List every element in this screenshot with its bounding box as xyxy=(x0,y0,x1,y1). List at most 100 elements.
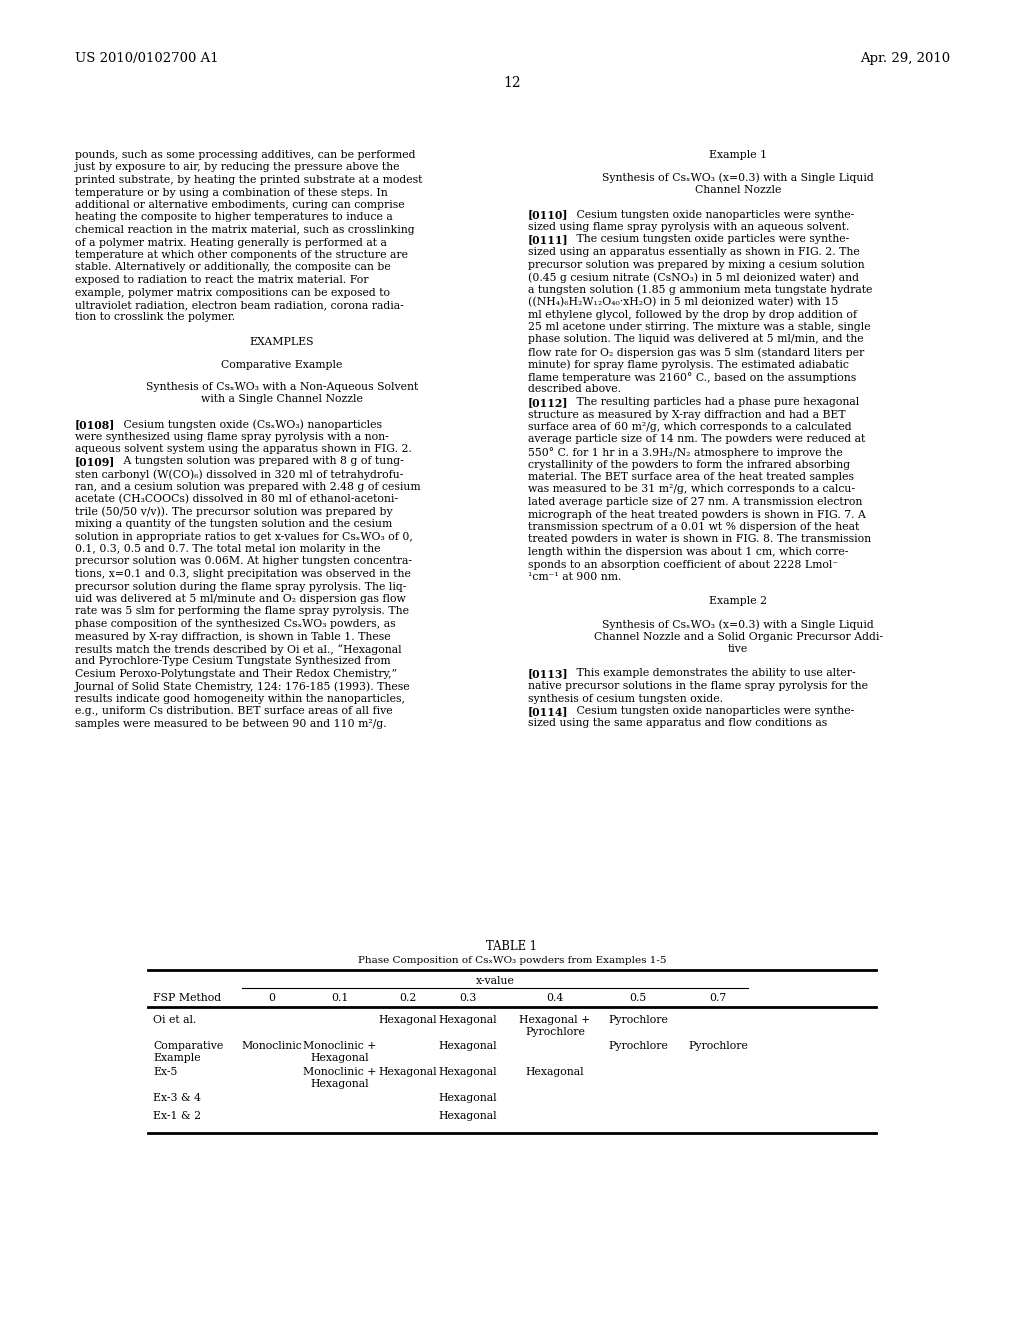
Text: average particle size of 14 nm. The powders were reduced at: average particle size of 14 nm. The powd… xyxy=(528,434,865,445)
Text: [0111]: [0111] xyxy=(528,235,568,246)
Text: flow rate for O₂ dispersion gas was 5 slm (standard liters per: flow rate for O₂ dispersion gas was 5 sl… xyxy=(528,347,864,358)
Text: [0114]: [0114] xyxy=(528,706,568,717)
Text: 0.7: 0.7 xyxy=(710,993,727,1003)
Text: treated powders in water is shown in FIG. 8. The transmission: treated powders in water is shown in FIG… xyxy=(528,535,871,544)
Text: Synthesis of CsₓWO₃ (x=0.3) with a Single Liquid: Synthesis of CsₓWO₃ (x=0.3) with a Singl… xyxy=(602,173,873,183)
Text: Journal of Solid State Chemistry, 124: 176-185 (1993). These: Journal of Solid State Chemistry, 124: 1… xyxy=(75,681,411,692)
Text: precursor solution was 0.06M. At higher tungsten concentra-: precursor solution was 0.06M. At higher … xyxy=(75,557,412,566)
Text: Ex-1 & 2: Ex-1 & 2 xyxy=(153,1111,201,1121)
Text: sized using an apparatus essentially as shown in FIG. 2. The: sized using an apparatus essentially as … xyxy=(528,247,860,257)
Text: 0.3: 0.3 xyxy=(460,993,477,1003)
Text: [0108]: [0108] xyxy=(75,418,116,430)
Text: Pyrochlore: Pyrochlore xyxy=(608,1015,668,1026)
Text: 0.2: 0.2 xyxy=(399,993,417,1003)
Text: Phase Composition of CsₓWO₃ powders from Examples 1-5: Phase Composition of CsₓWO₃ powders from… xyxy=(357,956,667,965)
Text: temperature or by using a combination of these steps. In: temperature or by using a combination of… xyxy=(75,187,388,198)
Text: measured by X-ray diffraction, is shown in Table 1. These: measured by X-ray diffraction, is shown … xyxy=(75,631,390,642)
Text: and Pyrochlore-Type Cesium Tungstate Synthesized from: and Pyrochlore-Type Cesium Tungstate Syn… xyxy=(75,656,390,667)
Text: Hexagonal: Hexagonal xyxy=(525,1067,585,1077)
Text: native precursor solutions in the flame spray pyrolysis for the: native precursor solutions in the flame … xyxy=(528,681,868,690)
Text: mixing a quantity of the tungsten solution and the cesium: mixing a quantity of the tungsten soluti… xyxy=(75,519,392,529)
Text: Pyrochlore: Pyrochlore xyxy=(688,1041,748,1051)
Text: 0.1, 0.3, 0.5 and 0.7. The total metal ion molarity in the: 0.1, 0.3, 0.5 and 0.7. The total metal i… xyxy=(75,544,381,554)
Text: This example demonstrates the ability to use alter-: This example demonstrates the ability to… xyxy=(566,668,856,678)
Text: sten carbonyl (W(CO)₆) dissolved in 320 ml of tetrahydrofu-: sten carbonyl (W(CO)₆) dissolved in 320 … xyxy=(75,469,403,479)
Text: rate was 5 slm for performing the flame spray pyrolysis. The: rate was 5 slm for performing the flame … xyxy=(75,606,409,616)
Text: Comparative: Comparative xyxy=(153,1041,223,1051)
Text: Channel Nozzle: Channel Nozzle xyxy=(695,185,781,195)
Text: tions, x=0.1 and 0.3, slight precipitation was observed in the: tions, x=0.1 and 0.3, slight precipitati… xyxy=(75,569,411,579)
Text: Hexagonal: Hexagonal xyxy=(379,1067,437,1077)
Text: A tungsten solution was prepared with 8 g of tung-: A tungsten solution was prepared with 8 … xyxy=(113,457,403,466)
Text: The resulting particles had a phase pure hexagonal: The resulting particles had a phase pure… xyxy=(566,397,859,407)
Text: additional or alternative embodiments, curing can comprise: additional or alternative embodiments, c… xyxy=(75,201,404,210)
Text: synthesis of cesium tungsten oxide.: synthesis of cesium tungsten oxide. xyxy=(528,693,723,704)
Text: Hexagonal: Hexagonal xyxy=(310,1053,370,1063)
Text: was measured to be 31 m²/g, which corresponds to a calcu-: was measured to be 31 m²/g, which corres… xyxy=(528,484,855,495)
Text: ml ethylene glycol, followed by the drop by drop addition of: ml ethylene glycol, followed by the drop… xyxy=(528,309,857,319)
Text: Hexagonal: Hexagonal xyxy=(438,1041,498,1051)
Text: structure as measured by X-ray diffraction and had a BET: structure as measured by X-ray diffracti… xyxy=(528,409,846,420)
Text: 0: 0 xyxy=(268,993,275,1003)
Text: TABLE 1: TABLE 1 xyxy=(486,940,538,953)
Text: tion to crosslink the polymer.: tion to crosslink the polymer. xyxy=(75,313,236,322)
Text: temperature at which other components of the structure are: temperature at which other components of… xyxy=(75,249,408,260)
Text: solution in appropriate ratios to get x-values for CsₓWO₃ of 0,: solution in appropriate ratios to get x-… xyxy=(75,532,413,541)
Text: Hexagonal: Hexagonal xyxy=(438,1093,498,1104)
Text: (0.45 g cesium nitrate (CsNO₃) in 5 ml deionized water) and: (0.45 g cesium nitrate (CsNO₃) in 5 ml d… xyxy=(528,272,859,282)
Text: Oi et al.: Oi et al. xyxy=(153,1015,197,1026)
Text: Hexagonal: Hexagonal xyxy=(438,1015,498,1026)
Text: Hexagonal: Hexagonal xyxy=(438,1111,498,1121)
Text: printed substrate, by heating the printed substrate at a modest: printed substrate, by heating the printe… xyxy=(75,176,422,185)
Text: sized using flame spray pyrolysis with an aqueous solvent.: sized using flame spray pyrolysis with a… xyxy=(528,222,849,232)
Text: 0.1: 0.1 xyxy=(332,993,349,1003)
Text: just by exposure to air, by reducing the pressure above the: just by exposure to air, by reducing the… xyxy=(75,162,399,173)
Text: Apr. 29, 2010: Apr. 29, 2010 xyxy=(860,51,950,65)
Text: pounds, such as some processing additives, can be performed: pounds, such as some processing additive… xyxy=(75,150,416,160)
Text: 550° C. for 1 hr in a 3.9H₂/N₂ atmosphere to improve the: 550° C. for 1 hr in a 3.9H₂/N₂ atmospher… xyxy=(528,447,843,458)
Text: Example: Example xyxy=(153,1053,201,1063)
Text: 0.5: 0.5 xyxy=(630,993,646,1003)
Text: [0109]: [0109] xyxy=(75,457,116,467)
Text: exposed to radiation to react the matrix material. For: exposed to radiation to react the matrix… xyxy=(75,275,369,285)
Text: x-value: x-value xyxy=(475,975,514,986)
Text: [0113]: [0113] xyxy=(528,668,568,680)
Text: surface area of 60 m²/g, which corresponds to a calculated: surface area of 60 m²/g, which correspon… xyxy=(528,422,852,432)
Text: ran, and a cesium solution was prepared with 2.48 g of cesium: ran, and a cesium solution was prepared … xyxy=(75,482,421,491)
Text: described above.: described above. xyxy=(528,384,621,395)
Text: stable. Alternatively or additionally, the composite can be: stable. Alternatively or additionally, t… xyxy=(75,263,391,272)
Text: Monoclinic +: Monoclinic + xyxy=(303,1041,377,1051)
Text: were synthesized using flame spray pyrolysis with a non-: were synthesized using flame spray pyrol… xyxy=(75,432,389,441)
Text: micrograph of the heat treated powders is shown in FIG. 7. A: micrograph of the heat treated powders i… xyxy=(528,510,866,520)
Text: chemical reaction in the matrix material, such as crosslinking: chemical reaction in the matrix material… xyxy=(75,224,415,235)
Text: Hexagonal: Hexagonal xyxy=(379,1015,437,1026)
Text: minute) for spray flame pyrolysis. The estimated adiabatic: minute) for spray flame pyrolysis. The e… xyxy=(528,359,849,370)
Text: transmission spectrum of a 0.01 wt % dispersion of the heat: transmission spectrum of a 0.01 wt % dis… xyxy=(528,521,859,532)
Text: 0.4: 0.4 xyxy=(547,993,563,1003)
Text: e.g., uniform Cs distribution. BET surface areas of all five: e.g., uniform Cs distribution. BET surfa… xyxy=(75,706,392,717)
Text: results match the trends described by Oi et al., “Hexagonal: results match the trends described by Oi… xyxy=(75,644,401,655)
Text: Hexagonal: Hexagonal xyxy=(310,1078,370,1089)
Text: of a polymer matrix. Heating generally is performed at a: of a polymer matrix. Heating generally i… xyxy=(75,238,387,248)
Text: results indicate good homogeneity within the nanoparticles,: results indicate good homogeneity within… xyxy=(75,694,406,704)
Text: Comparative Example: Comparative Example xyxy=(221,359,343,370)
Text: acetate (CH₃COOCs) dissolved in 80 ml of ethanol-acetoni-: acetate (CH₃COOCs) dissolved in 80 ml of… xyxy=(75,494,398,504)
Text: 12: 12 xyxy=(503,77,521,90)
Text: [0112]: [0112] xyxy=(528,397,568,408)
Text: FSP Method: FSP Method xyxy=(153,993,221,1003)
Text: crystallinity of the powders to form the infrared absorbing: crystallinity of the powders to form the… xyxy=(528,459,850,470)
Text: Cesium tungsten oxide (CsₓWO₃) nanoparticles: Cesium tungsten oxide (CsₓWO₃) nanoparti… xyxy=(113,418,382,429)
Text: Monoclinic: Monoclinic xyxy=(242,1041,302,1051)
Text: example, polymer matrix compositions can be exposed to: example, polymer matrix compositions can… xyxy=(75,288,390,297)
Text: phase composition of the synthesized CsₓWO₃ powders, as: phase composition of the synthesized Csₓ… xyxy=(75,619,395,630)
Text: precursor solution was prepared by mixing a cesium solution: precursor solution was prepared by mixin… xyxy=(528,260,864,269)
Text: Example 2: Example 2 xyxy=(709,597,767,606)
Text: 25 ml acetone under stirring. The mixture was a stable, single: 25 ml acetone under stirring. The mixtur… xyxy=(528,322,870,333)
Text: Ex-3 & 4: Ex-3 & 4 xyxy=(153,1093,201,1104)
Text: uid was delivered at 5 ml/minute and O₂ dispersion gas flow: uid was delivered at 5 ml/minute and O₂ … xyxy=(75,594,406,605)
Text: flame temperature was 2160° C., based on the assumptions: flame temperature was 2160° C., based on… xyxy=(528,372,856,383)
Text: Cesium tungsten oxide nanoparticles were synthe-: Cesium tungsten oxide nanoparticles were… xyxy=(566,706,854,715)
Text: Channel Nozzle and a Solid Organic Precursor Addi-: Channel Nozzle and a Solid Organic Precu… xyxy=(594,631,883,642)
Text: material. The BET surface area of the heat treated samples: material. The BET surface area of the he… xyxy=(528,473,854,482)
Text: samples were measured to be between 90 and 110 m²/g.: samples were measured to be between 90 a… xyxy=(75,719,387,729)
